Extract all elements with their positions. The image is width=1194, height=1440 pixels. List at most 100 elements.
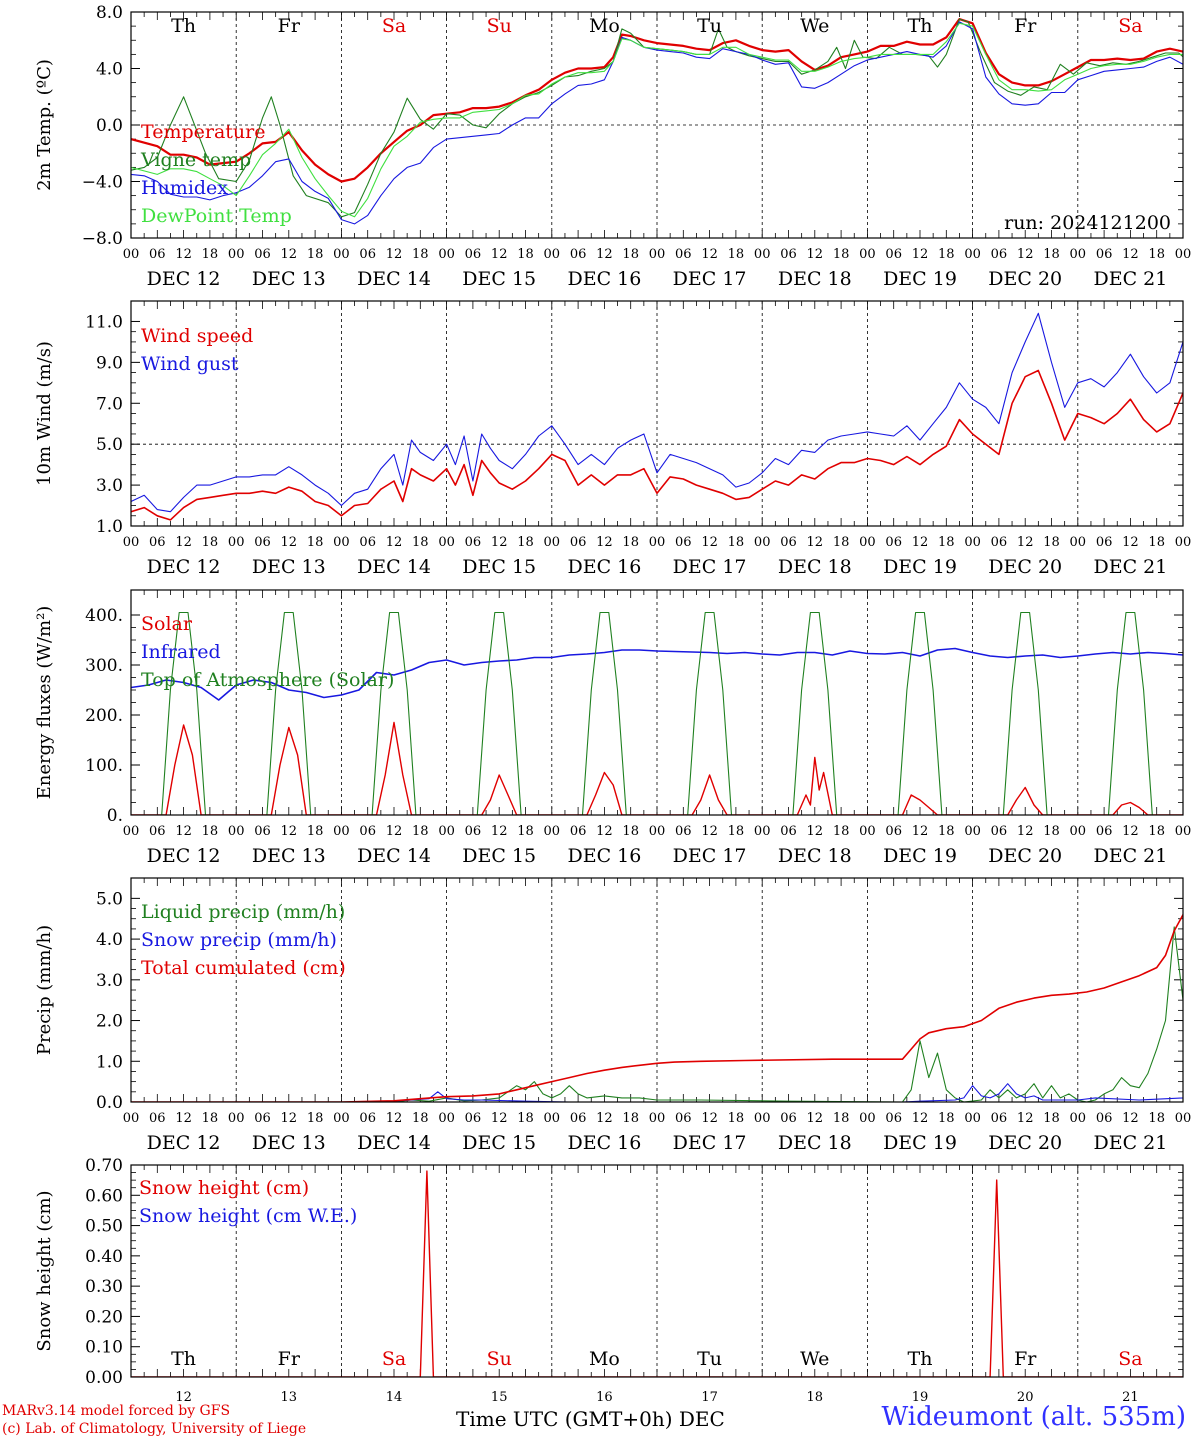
hour-tick-label: 00 xyxy=(333,247,350,262)
series-line-4 xyxy=(131,22,1183,218)
hour-tick-label: 18 xyxy=(1148,247,1165,262)
hour-tick-label: 00 xyxy=(438,247,455,262)
date-label: DEC 14 xyxy=(357,845,431,867)
day-number-label: 19 xyxy=(912,1390,929,1405)
hour-tick-label: 06 xyxy=(991,1111,1008,1126)
y-axis-label: Energy fluxes (W/m²) xyxy=(34,606,55,800)
hour-tick-label: 06 xyxy=(149,247,166,262)
hour-tick-label: 00 xyxy=(964,535,981,550)
series-line-3 xyxy=(131,21,1183,225)
weekday-label: Su xyxy=(487,1348,512,1370)
hour-tick-label: 00 xyxy=(964,247,981,262)
plot-frame xyxy=(130,300,1184,527)
lab-credit: (c) Lab. of Climatology, University of L… xyxy=(2,1421,307,1437)
date-label: DEC 14 xyxy=(357,268,431,290)
legend-entry: Total cumulated (cm) xyxy=(141,957,346,979)
weekday-label: Mo xyxy=(589,15,620,37)
weekday-label: Tu xyxy=(697,1348,722,1370)
date-label: DEC 18 xyxy=(778,268,852,290)
hour-tick-label: 18 xyxy=(1148,1111,1165,1126)
hour-tick-label: 12 xyxy=(281,535,298,550)
hour-tick-label: 18 xyxy=(307,1111,324,1126)
date-label: DEC 18 xyxy=(778,845,852,867)
hour-tick-label: 12 xyxy=(491,535,508,550)
date-label: DEC 20 xyxy=(988,556,1062,578)
hour-tick-label: 12 xyxy=(386,1111,403,1126)
hour-tick-label: 00 xyxy=(333,535,350,550)
date-label: DEC 14 xyxy=(357,556,431,578)
date-label: DEC 19 xyxy=(883,1132,957,1154)
hour-tick-label: 18 xyxy=(1043,1111,1060,1126)
y-tick-label: 0.10 xyxy=(85,1338,123,1358)
series-line-2 xyxy=(131,647,1183,701)
hour-tick-label: 12 xyxy=(701,247,718,262)
y-tick-label: 3.0 xyxy=(96,971,123,991)
weekday-label: We xyxy=(800,15,829,37)
hour-tick-label: 18 xyxy=(938,824,955,839)
hour-tick-label: 00 xyxy=(1070,247,1087,262)
day-number-label: 15 xyxy=(491,1390,508,1405)
y-tick-label: 0.20 xyxy=(85,1307,123,1327)
series-line-3 xyxy=(131,611,1183,815)
date-label: DEC 18 xyxy=(778,556,852,578)
plot-frame xyxy=(130,11,1184,239)
x-axis-title: Time UTC (GMT+0h) DEC xyxy=(456,1407,725,1431)
weekday-label: Sa xyxy=(1118,1348,1142,1370)
hour-tick-label: 00 xyxy=(544,247,561,262)
hour-tick-label: 06 xyxy=(149,1111,166,1126)
hour-tick-label: 18 xyxy=(1148,824,1165,839)
panel-1: 8.0 4.0 0.0 −4.0 −8.0 2m Temp. (ºC) Temperatur… xyxy=(34,3,1191,290)
series-line-2 xyxy=(131,312,1183,513)
hour-tick-label: 12 xyxy=(807,1111,824,1126)
series-line-1 xyxy=(131,926,1183,1102)
hour-tick-label: 06 xyxy=(991,535,1008,550)
hour-tick-label: 18 xyxy=(202,247,219,262)
date-label: DEC 16 xyxy=(567,845,641,867)
hour-tick-label: 00 xyxy=(438,1111,455,1126)
hour-tick-label: 00 xyxy=(228,1111,245,1126)
hour-tick-label: 12 xyxy=(701,824,718,839)
hour-tick-label: 06 xyxy=(780,535,797,550)
hour-tick-label: 18 xyxy=(728,824,745,839)
hour-tick-label: 06 xyxy=(1096,824,1113,839)
y-tick-label: 8.0 xyxy=(96,3,123,23)
hour-tick-label: 00 xyxy=(964,1111,981,1126)
model-credit: MARv3.14 model forced by GFS xyxy=(2,1403,231,1419)
hour-tick-label: 12 xyxy=(1122,1111,1139,1126)
legend-entry: Snow height (cm W.E.) xyxy=(139,1205,357,1227)
date-label: DEC 15 xyxy=(462,268,536,290)
legend-entry: Snow precip (mm/h) xyxy=(141,929,337,951)
hour-tick-label: 12 xyxy=(491,247,508,262)
hour-tick-label: 00 xyxy=(1070,824,1087,839)
weekday-label: Fr xyxy=(1014,1348,1037,1370)
hour-tick-label: 12 xyxy=(386,824,403,839)
hour-tick-label: 12 xyxy=(1122,247,1139,262)
legend-entry: Humidex xyxy=(141,177,228,199)
y-tick-label: 1.0 xyxy=(96,1052,123,1072)
hour-tick-label: 06 xyxy=(570,1111,587,1126)
date-label: DEC 20 xyxy=(988,845,1062,867)
y-tick-label: 300. xyxy=(85,656,123,676)
hour-tick-label: 00 xyxy=(1175,1111,1192,1126)
date-label: DEC 17 xyxy=(673,268,747,290)
hour-tick-label: 00 xyxy=(333,824,350,839)
y-tick-label: 11.0 xyxy=(85,312,123,332)
hour-tick-label: 18 xyxy=(202,824,219,839)
hour-tick-label: 12 xyxy=(1122,535,1139,550)
date-label: DEC 17 xyxy=(673,845,747,867)
day-number-label: 18 xyxy=(807,1390,824,1405)
hour-tick-label: 00 xyxy=(754,1111,771,1126)
hour-tick-label: 18 xyxy=(938,247,955,262)
hour-tick-label: 18 xyxy=(622,535,639,550)
legend-entry: Solar xyxy=(141,613,193,635)
hour-tick-label: 18 xyxy=(412,535,429,550)
y-tick-label: 0.00 xyxy=(85,1368,123,1388)
hour-tick-label: 00 xyxy=(1175,535,1192,550)
day-number-label: 12 xyxy=(175,1390,192,1405)
hour-tick-label: 18 xyxy=(833,535,850,550)
hour-tick-label: 00 xyxy=(228,535,245,550)
plot-frame xyxy=(130,1164,1184,1378)
hour-tick-label: 00 xyxy=(649,824,666,839)
hour-tick-label: 00 xyxy=(228,824,245,839)
y-tick-label: 4.0 xyxy=(96,930,123,950)
